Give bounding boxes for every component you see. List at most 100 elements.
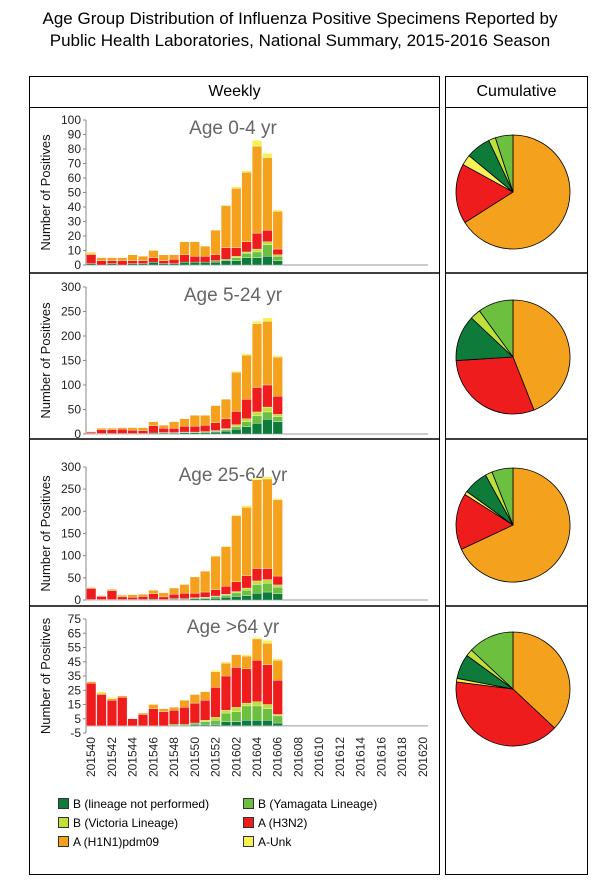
bar-segment-b-yamagata-201602 — [231, 426, 242, 430]
bar-segment-a-unk-201541 — [96, 691, 107, 694]
bar-segment-a-h3n2-201546 — [148, 708, 159, 727]
bar-segment-a-h1n1pdm09-201548 — [169, 587, 180, 595]
x-tick-label: 201606 — [271, 737, 285, 777]
bar-segment-a-h1n1pdm09-201606 — [272, 660, 283, 681]
bar-segment-a-h3n2-201549 — [179, 707, 190, 725]
bar-segment-a-h3n2-201547 — [158, 260, 169, 264]
bar-segment-a-h1n1pdm09-201605 — [262, 643, 273, 665]
bar-segment-b-lineage-not-performed-201551 — [200, 432, 211, 435]
y-tick-label: 300 — [61, 460, 81, 474]
x-tick-label: 201612 — [333, 737, 347, 777]
bar-segment-b-lineage-not-performed-201604 — [252, 593, 262, 601]
y-tick-label: 20 — [68, 229, 82, 243]
pie-slice-a-h1n1pdm09 — [512, 631, 571, 729]
bar-segment-a-h3n2-201541 — [96, 429, 107, 434]
bar-segment-a-h3n2-201605 — [262, 230, 273, 242]
bar-segment-a-h1n1pdm09-201552 — [210, 405, 221, 423]
bar-segment-a-h3n2-201606 — [272, 396, 283, 415]
bar-segment-a-h3n2-201544 — [127, 597, 138, 600]
bar-segment-a-h1n1pdm09-201544 — [127, 594, 138, 598]
bar-segment-b-victoria-201604 — [252, 411, 262, 417]
bar-segment-b-lineage-not-performed-201606 — [272, 421, 283, 435]
pie-slice-a-h1n1pdm09 — [512, 299, 571, 411]
y-tick-label: 0 — [74, 258, 81, 272]
y-axis-label: Number of Positives — [38, 617, 53, 734]
bar-segment-b-lineage-not-performed-201605 — [262, 720, 273, 727]
bar-segment-b-victoria-201606 — [272, 714, 283, 717]
bar-segment-a-h3n2-201602 — [231, 667, 242, 708]
bar-segment-b-yamagata-201603 — [241, 590, 252, 596]
bar-segment-b-lineage-not-performed-201603 — [241, 595, 252, 601]
bar-segment-a-unk-201603 — [241, 654, 252, 657]
bar-segment-b-victoria-201603 — [241, 702, 252, 707]
bar-segment-b-lineage-not-performed-201601 — [220, 260, 231, 266]
bar-segment-b-lineage-not-performed-201552 — [210, 598, 221, 601]
bar-segment-a-h3n2-201602 — [231, 581, 242, 592]
bar-segment-a-h1n1pdm09-201547 — [158, 425, 169, 429]
bar-segment-a-h3n2-201550 — [189, 426, 200, 433]
bar-segment-a-h1n1pdm09-201550 — [189, 576, 200, 594]
bar-segment-b-lineage-not-performed-201601 — [220, 721, 231, 727]
bar-segment-a-unk-201601 — [220, 661, 231, 664]
bar-segment-a-h3n2-201606 — [272, 248, 283, 256]
cumulative-pie-1 — [455, 134, 571, 250]
bar-segment-b-lineage-not-performed-201545 — [138, 263, 148, 266]
x-tick-label: 201610 — [312, 737, 326, 777]
bar-segment-a-h3n2-201543 — [117, 428, 128, 434]
bar-segment-b-yamagata-201603 — [241, 421, 252, 427]
bar-segment-a-h3n2-201545 — [138, 596, 148, 600]
bar-segment-a-h1n1pdm09-201551 — [200, 691, 211, 701]
bar-segment-a-h3n2-201544 — [127, 429, 138, 434]
bar-segment-b-victoria-201605 — [262, 704, 273, 709]
bar-segment-a-h1n1pdm09-201545 — [138, 427, 148, 431]
bar-segment-a-h3n2-201550 — [189, 702, 200, 724]
bar-segment-b-lineage-not-performed-201602 — [231, 260, 242, 266]
bar-segment-a-h3n2-201545 — [138, 430, 148, 434]
bar-segment-a-h1n1pdm09-201603 — [241, 655, 252, 670]
bar-segment-a-h1n1pdm09-201546 — [148, 590, 159, 594]
y-tick-label: 60 — [68, 171, 82, 185]
panel-title: Age >64 yr — [187, 617, 280, 638]
y-tick-label: 150 — [61, 354, 81, 368]
pie-slice-a-h3n2 — [455, 163, 514, 224]
bar-segment-a-h1n1pdm09-201543 — [117, 257, 128, 261]
bar-segment-b-victoria-201603 — [241, 587, 252, 591]
bar-segment-a-h3n2-201545 — [138, 260, 148, 264]
bar-segment-a-h3n2-201543 — [117, 697, 128, 727]
bar-segment-a-h3n2-201605 — [262, 384, 273, 408]
legend-label: A-Unk — [258, 835, 292, 849]
bar-segment-b-victoria-201606 — [272, 584, 283, 588]
panel-2: 0 50 100 150 200 250 300 Number of Positives Age… — [38, 280, 428, 441]
bar-segment-a-h3n2-201549 — [179, 593, 190, 599]
bar-segment-a-h1n1pdm09-201606 — [272, 211, 283, 250]
x-tick-label: 201618 — [395, 737, 409, 777]
bar-segment-a-h1n1pdm09-201549 — [179, 418, 190, 427]
bar-segment-a-unk-201604 — [252, 477, 262, 481]
y-tick-label: 30 — [68, 215, 82, 229]
bar-segment-a-h1n1pdm09-201605 — [262, 157, 273, 231]
bar-segment-a-unk-201602 — [231, 514, 242, 516]
chart-title: Age Group Distribution of Influenza Posi… — [0, 8, 600, 52]
bar-segment-b-lineage-not-performed-201602 — [231, 596, 242, 601]
bar-segment-a-h3n2-201604 — [252, 660, 262, 702]
y-tick-label: 90 — [68, 128, 82, 142]
bar-segment-a-h3n2-201547 — [158, 427, 169, 433]
y-axis-label: Number of Positives — [38, 134, 53, 251]
bar-segment-a-h1n1pdm09-201604 — [252, 145, 262, 234]
bar-segment-b-victoria-201602 — [231, 591, 242, 594]
legend-swatch — [243, 817, 254, 828]
bar-segment-b-lineage-not-performed-201550 — [189, 261, 200, 266]
bar-segment-a-h1n1pdm09-201545 — [138, 594, 148, 597]
bar-segment-b-lineage-not-performed-201551 — [200, 724, 211, 727]
bar-segment-a-h1n1pdm09-201551 — [200, 415, 211, 426]
bar-segment-a-unk-201540 — [86, 251, 97, 254]
bar-segment-a-h3n2-201540 — [86, 682, 97, 727]
bar-segment-b-yamagata-201602 — [231, 592, 242, 597]
bar-segment-b-lineage-not-performed-201550 — [189, 432, 200, 435]
bar-segment-a-h1n1pdm09-201540 — [86, 253, 97, 255]
pie-slice-b-yamagata — [478, 299, 514, 359]
y-tick-label: 200 — [61, 329, 81, 343]
bar-segment-b-lineage-not-performed-201605 — [262, 419, 273, 435]
